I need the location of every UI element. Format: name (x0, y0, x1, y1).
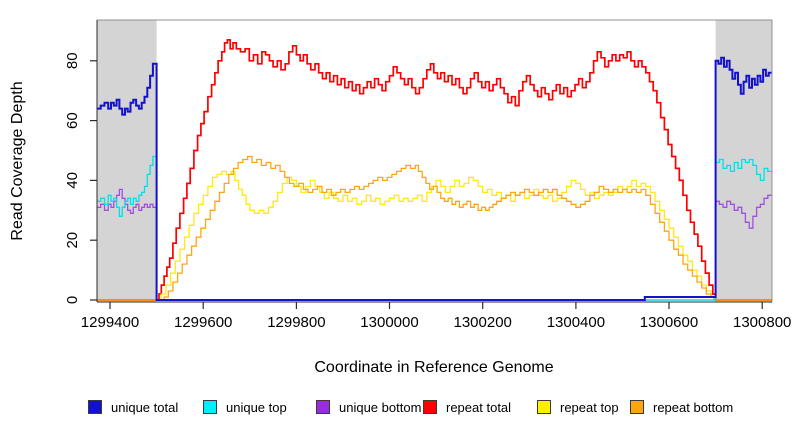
x-axis-title: Coordinate in Reference Genome (314, 359, 553, 376)
masked-regions-layer (97, 20, 772, 302)
x-tick-label: 1300400 (547, 314, 605, 331)
x-tick-label: 1299600 (174, 314, 232, 331)
legend-label: unique total (111, 399, 179, 415)
x-tick-label: 1300800 (733, 314, 791, 331)
legend-item-unique-bottom: unique bottom (316, 397, 421, 417)
coverage-plot: 1299400 1299600 1299800 1300000 1300200 13004… (9, 19, 791, 376)
series-line-unique-top (97, 155, 772, 301)
legend-item-unique-top: unique top (203, 397, 287, 417)
legend-swatch (537, 400, 551, 414)
x-tick-label: 1300600 (640, 314, 698, 331)
legend-swatch (203, 400, 217, 414)
legend-swatch (423, 400, 437, 414)
x-tick-label: 1300200 (453, 314, 511, 331)
series-layer (97, 39, 772, 301)
legend: unique total unique top unique bottom repea… (0, 397, 792, 421)
x-tick-label: 1299800 (267, 314, 325, 331)
y-tick-label: 0 (64, 296, 81, 304)
legend-item-repeat-bottom: repeat bottom (630, 397, 733, 417)
series-line-unique-total (97, 56, 772, 301)
series-line-unique-bottom (97, 188, 772, 301)
legend-label: unique top (226, 399, 287, 415)
y-tick-label: 80 (64, 52, 81, 69)
legend-swatch (630, 400, 644, 414)
legend-item-repeat-top: repeat top (537, 397, 619, 417)
legend-swatch (316, 400, 330, 414)
series-line-repeat-top (97, 170, 772, 301)
legend-label: repeat total (446, 399, 512, 415)
axes-layer: 1299400 1299600 1299800 1300000 1300200 13004… (64, 19, 791, 331)
y-tick-label: 40 (64, 172, 81, 189)
masked-region-left (97, 20, 157, 302)
x-tick-label: 1300000 (360, 314, 418, 331)
legend-item-repeat-total: repeat total (423, 397, 511, 417)
legend-swatch (88, 400, 102, 414)
y-tick-label: 60 (64, 112, 81, 129)
y-tick-label: 20 (64, 232, 81, 249)
legend-label: unique bottom (339, 399, 422, 415)
legend-item-unique-total: unique total (88, 397, 178, 417)
legend-label: repeat top (560, 399, 619, 415)
legend-label: repeat bottom (653, 399, 734, 415)
series-line-repeat-total (97, 39, 772, 301)
y-axis-title: Read Coverage Depth (9, 81, 26, 240)
series-line-repeat-bottom (97, 155, 772, 301)
x-tick-label: 1299400 (81, 314, 139, 331)
